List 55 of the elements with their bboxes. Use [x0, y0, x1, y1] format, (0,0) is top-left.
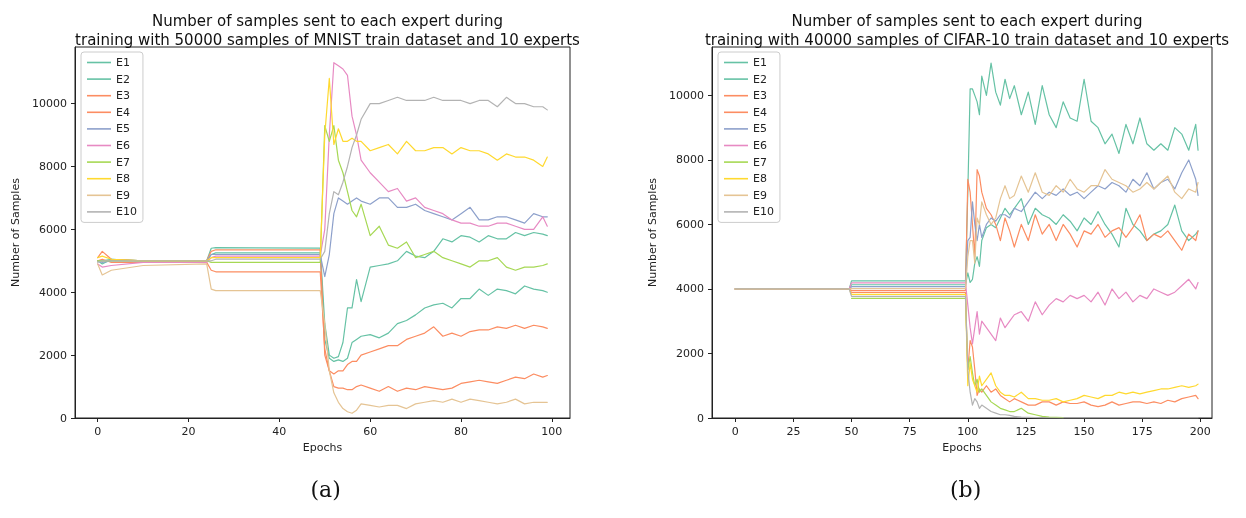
legend-label: E5 [753, 122, 767, 136]
x-tick-label: 100 [957, 425, 979, 438]
x-tick-label: 100 [541, 425, 563, 438]
x-tick-label: 75 [902, 425, 917, 438]
legend-label: E2 [753, 72, 767, 86]
y-tick-label: 4000 [39, 285, 67, 299]
legend-label: E7 [116, 155, 130, 169]
legend-label: E1 [753, 56, 767, 69]
y-tick-label: 6000 [676, 217, 704, 231]
x-tick-label: 175 [1131, 425, 1153, 438]
legend-label: E8 [753, 172, 767, 186]
x-tick-label: 25 [786, 425, 801, 438]
y-tick-label: 4000 [676, 282, 704, 296]
x-tick-label: 50 [844, 425, 859, 438]
legend-label: E8 [116, 172, 130, 186]
x-tick-label: 0 [731, 425, 739, 438]
chart-title: Number of samples sent to each expert during training with 40000 samples of CIFAR-10 train dataset and 10 experts [704, 11, 1230, 49]
legend-label: E2 [116, 72, 130, 86]
legend-label: E9 [116, 188, 130, 202]
y-tick-label: 2000 [39, 348, 67, 362]
legend-label: E4 [753, 105, 767, 119]
y-axis-title: Number of Samples [646, 177, 660, 287]
x-tick-label: 150 [1073, 425, 1095, 438]
x-tick-label: 80 [454, 425, 469, 438]
x-tick-label: 0 [94, 425, 102, 438]
x-tick-label: 125 [1015, 425, 1037, 438]
legend-label: E3 [753, 89, 767, 103]
legend-label: E6 [753, 139, 767, 152]
text: (a) [310, 476, 341, 502]
legend-label: E7 [753, 155, 767, 169]
x-axis-title: Epochs [942, 440, 982, 454]
legend-label: E3 [116, 89, 130, 103]
x-axis-title: Epochs [302, 440, 343, 454]
legend-label: E1 [116, 56, 130, 69]
legend-label: E4 [116, 105, 130, 119]
text: (b) [950, 476, 982, 502]
y-axis-title: Number of Samples [9, 177, 23, 287]
x-tick-label: 200 [1189, 425, 1211, 438]
y-tick-label: 0 [697, 411, 704, 425]
y-tick-label: 8000 [39, 159, 67, 173]
legend-label: E10 [753, 205, 774, 219]
y-tick-label: 10000 [32, 97, 67, 111]
y-tick-label: 6000 [39, 222, 67, 236]
x-tick-label: 60 [363, 425, 378, 438]
y-tick-label: 2000 [676, 346, 704, 360]
x-tick-label: 40 [272, 425, 287, 438]
x-tick-label: 20 [181, 425, 196, 438]
y-tick-label: 10000 [669, 88, 704, 102]
legend-label: E10 [116, 205, 137, 219]
legend-label: E6 [116, 139, 130, 152]
legend-label: E9 [753, 188, 767, 202]
chart-title: Number of samples sent to each expert during training with 50000 samples of MNIST train dataset and 10 experts [75, 11, 581, 49]
y-tick-label: 0 [60, 411, 67, 425]
y-tick-label: 8000 [676, 153, 704, 167]
legend-label: E5 [116, 122, 130, 136]
